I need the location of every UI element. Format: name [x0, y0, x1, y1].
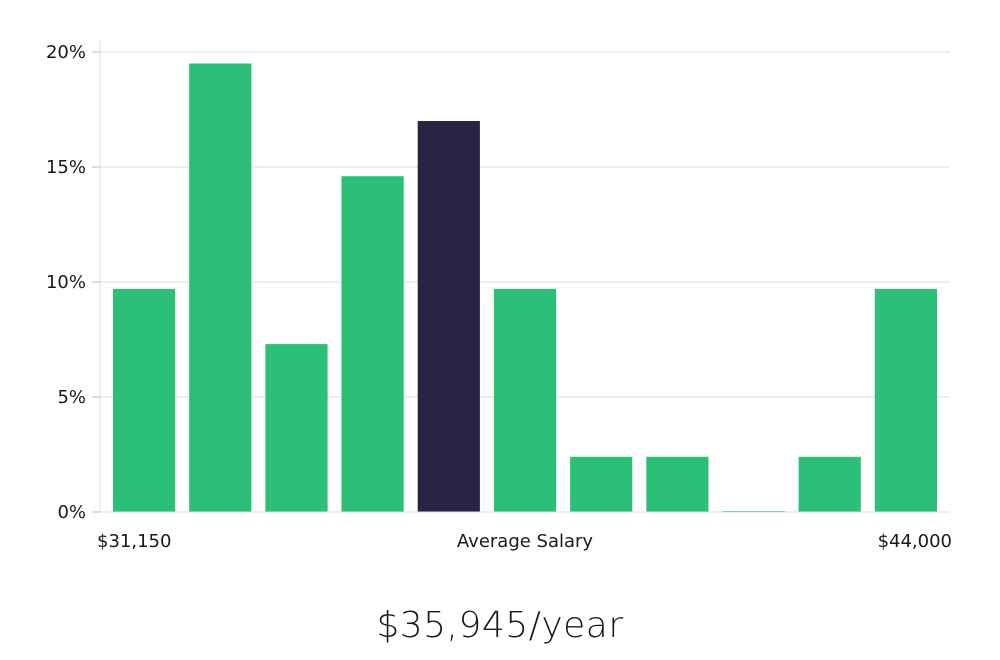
y-tick-label: 10%: [46, 272, 86, 293]
bar-average-salary: [417, 121, 480, 512]
average-salary-value: $35,945/year: [376, 605, 624, 646]
y-tick-label: 0%: [57, 502, 86, 523]
y-tick-label: 20%: [46, 42, 86, 63]
y-axis: 0% 5% 10% 15% 20%: [46, 42, 100, 523]
bar: [113, 288, 176, 512]
bar: [493, 288, 557, 512]
bar: [189, 63, 252, 512]
bar: [265, 344, 328, 512]
x-max-label: $44,000: [878, 531, 952, 552]
bar: [341, 176, 404, 512]
y-tick-label: 5%: [57, 387, 86, 408]
bar: [798, 456, 861, 512]
bar: [570, 456, 633, 512]
bars: [113, 63, 937, 512]
bar: [874, 288, 937, 512]
x-min-label: $31,150: [97, 531, 171, 552]
x-axis-title: Average Salary: [457, 531, 594, 552]
bar: [646, 456, 709, 512]
y-tick-label: 15%: [46, 157, 86, 178]
